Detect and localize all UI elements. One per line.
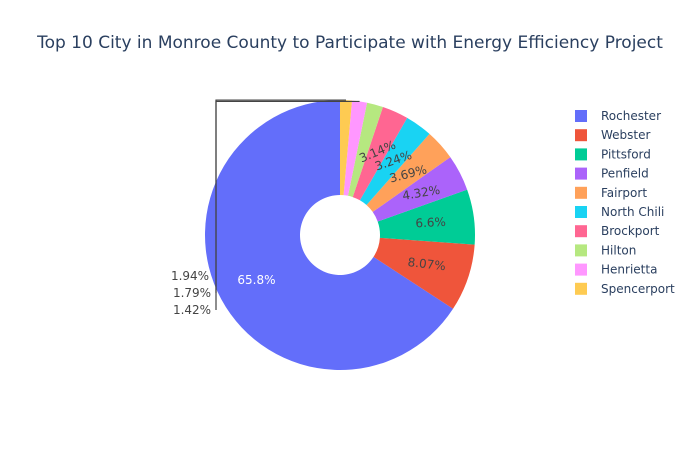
leader-line-spencerport: [215, 99, 347, 310]
legend-item-brockport[interactable]: Brockport: [575, 224, 660, 238]
legend-item-penfield[interactable]: Penfield: [575, 167, 649, 181]
legend-label-henrietta: Henrietta: [601, 263, 657, 277]
slice-label-penfield: 4.32%: [401, 183, 441, 203]
slice-fairport[interactable]: [366, 133, 451, 212]
legend-label-webster: Webster: [601, 128, 651, 142]
legend-swatch-brockport: [575, 225, 587, 238]
slice-hilton[interactable]: [348, 102, 383, 198]
legend-item-webster[interactable]: Webster: [575, 128, 651, 142]
legend-item-north-chili[interactable]: North Chili: [575, 205, 664, 219]
legend-label-penfield: Penfield: [601, 167, 649, 181]
legend-swatch-henrietta: [575, 263, 587, 276]
legend-swatch-spencerport: [575, 282, 587, 295]
donut-slices: [205, 100, 475, 370]
legend-label-hilton: Hilton: [601, 243, 636, 257]
legend-label-fairport: Fairport: [601, 186, 647, 200]
slice-north-chili[interactable]: [359, 117, 430, 206]
legend-swatch-fairport: [575, 186, 587, 199]
legend-swatch-pittsford: [575, 148, 587, 161]
slice-spencerport[interactable]: [340, 100, 353, 196]
legend-label-pittsford: Pittsford: [601, 147, 651, 161]
legend-swatch-webster: [575, 129, 587, 142]
legend-label-spencerport: Spencerport: [601, 282, 675, 296]
legend-item-pittsford[interactable]: Pittsford: [575, 147, 651, 161]
legend-swatch-north-chili: [575, 206, 587, 218]
slice-webster[interactable]: [373, 237, 475, 309]
slice-label-webster: 8.07%: [407, 255, 446, 273]
slice-brockport[interactable]: [352, 107, 408, 201]
legend-label-rochester: Rochester: [601, 109, 661, 123]
legend-swatch-penfield: [575, 167, 587, 180]
legend-item-henrietta[interactable]: Henrietta: [575, 263, 657, 277]
legend-item-rochester[interactable]: Rochester: [575, 109, 661, 123]
legend-label-brockport: Brockport: [601, 224, 660, 238]
legend-item-spencerport[interactable]: Spencerport: [575, 282, 675, 296]
slice-penfield[interactable]: [372, 157, 468, 222]
slice-label-rochester: 65.8%: [237, 273, 275, 287]
slice-label-henrietta: 1.79%: [173, 286, 211, 300]
slice-label-hilton: 1.94%: [171, 269, 209, 283]
legend-item-hilton[interactable]: Hilton: [575, 243, 636, 257]
legend-item-fairport[interactable]: Fairport: [575, 186, 647, 200]
slice-henrietta[interactable]: [343, 100, 368, 196]
legend-swatch-rochester: [575, 110, 587, 122]
legend-label-north-chili: North Chili: [601, 205, 664, 219]
chart-title: Top 10 City in Monroe County to Particip…: [0, 33, 700, 53]
chart-title-text: Top 10 City in Monroe County to Particip…: [37, 33, 663, 53]
slice-pittsford[interactable]: [377, 189, 475, 245]
legend-swatch-hilton: [575, 244, 587, 257]
slice-label-pittsford: 6.6%: [415, 215, 446, 230]
legend: Rochester Webster Pittsford Penfield Fairpor…: [575, 109, 675, 296]
slice-rochester[interactable]: [205, 100, 454, 370]
slice-label-spencerport: 1.42%: [173, 303, 211, 317]
